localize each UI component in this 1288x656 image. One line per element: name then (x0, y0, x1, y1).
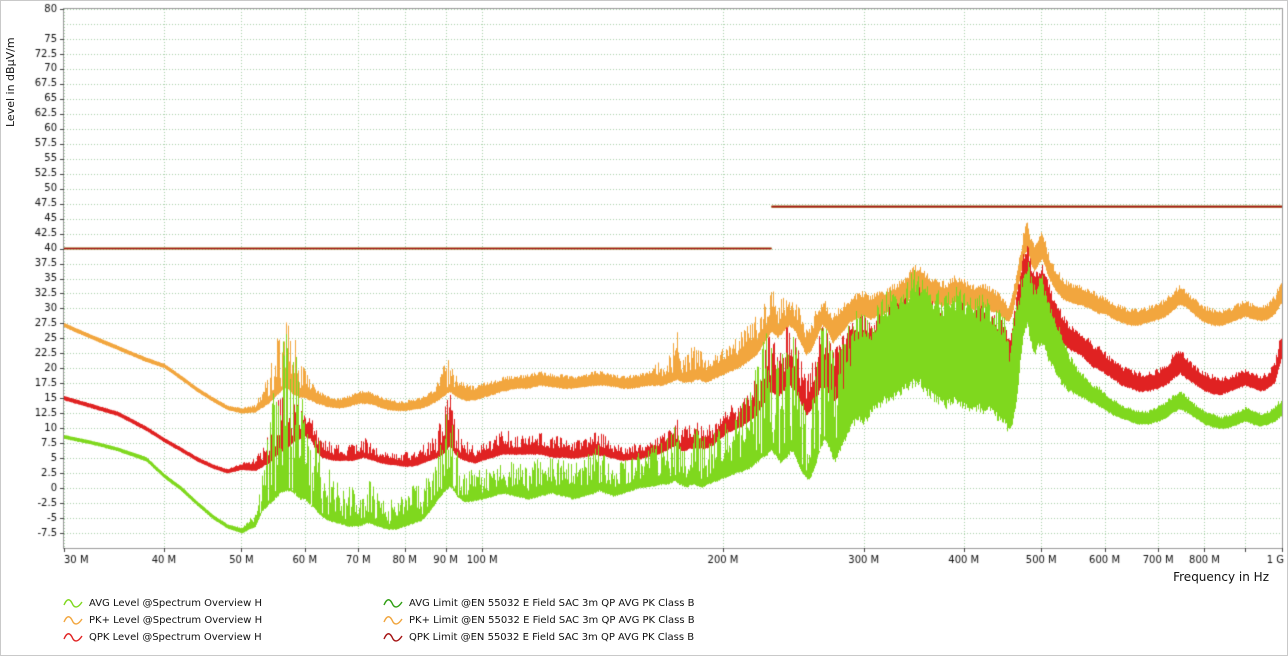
legend-label: QPK Limit @EN 55032 E Field SAC 3m QP AV… (409, 631, 695, 643)
legend-label: AVG Level @Spectrum Overview H (89, 597, 262, 609)
legend-item: PK+ Level @Spectrum Overview H (63, 613, 383, 627)
legend-item: AVG Limit @EN 55032 E Field SAC 3m QP AV… (383, 596, 695, 610)
legend-label: QPK Level @Spectrum Overview H (89, 631, 262, 643)
legend-column: AVG Limit @EN 55032 E Field SAC 3m QP AV… (383, 596, 695, 644)
waveform-icon (63, 599, 83, 608)
legend-column: AVG Level @Spectrum Overview H PK+ Level … (63, 596, 383, 644)
waveform-icon (383, 633, 403, 642)
waveform-icon (383, 599, 403, 608)
waveform-icon (63, 616, 83, 625)
x-axis-title: Frequency in Hz (1173, 570, 1269, 584)
waveform-icon (383, 616, 403, 625)
legend-item: AVG Level @Spectrum Overview H (63, 596, 383, 610)
legend-label: AVG Limit @EN 55032 E Field SAC 3m QP AV… (409, 597, 695, 609)
legend-item: QPK Level @Spectrum Overview H (63, 630, 383, 644)
waveform-icon (63, 633, 83, 642)
y-axis-title: Level in dBµV/m (4, 37, 17, 127)
legend-label: PK+ Limit @EN 55032 E Field SAC 3m QP AV… (409, 614, 695, 626)
legend-item: QPK Limit @EN 55032 E Field SAC 3m QP AV… (383, 630, 695, 644)
legend-label: PK+ Level @Spectrum Overview H (89, 614, 263, 626)
chart-legend: AVG Level @Spectrum Overview H PK+ Level … (63, 596, 695, 644)
legend-item: PK+ Limit @EN 55032 E Field SAC 3m QP AV… (383, 613, 695, 627)
